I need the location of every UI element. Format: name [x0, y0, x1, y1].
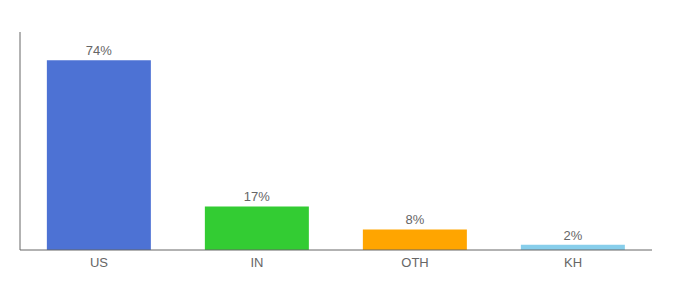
svg-text:US: US — [90, 255, 108, 270]
svg-text:17%: 17% — [244, 189, 270, 204]
svg-text:8%: 8% — [405, 212, 424, 227]
svg-text:74%: 74% — [86, 43, 112, 58]
svg-text:IN: IN — [251, 255, 264, 270]
svg-text:OTH: OTH — [401, 255, 428, 270]
svg-text:KH: KH — [564, 255, 582, 270]
svg-text:2%: 2% — [563, 228, 582, 243]
